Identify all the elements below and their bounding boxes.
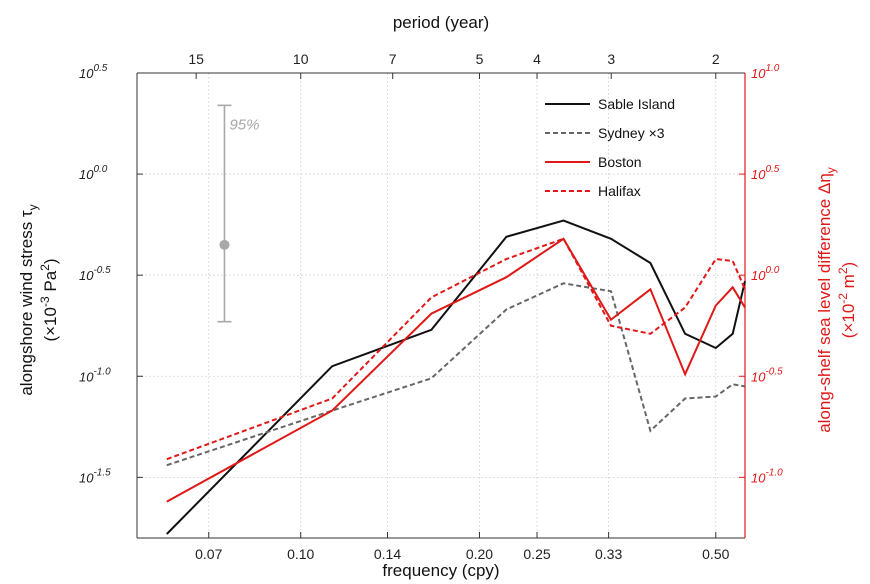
legend-label-0: Sable Island	[598, 96, 675, 112]
y-tick-label-left: 10-1.0	[79, 366, 111, 384]
y-axis-title-left: alongshore wind stress τy	[17, 204, 40, 395]
y-tick-label-right: 100.0	[751, 265, 780, 283]
series-line-2	[166, 237, 746, 503]
x-axis-title: frequency (cpy)	[382, 561, 499, 580]
y-tick-label-right: 100.5	[751, 164, 780, 182]
series-lines	[166, 219, 746, 535]
ci-center-point	[219, 239, 230, 250]
y-tick-label-right: 10-1.0	[751, 467, 783, 485]
x-tick-label: 0.33	[595, 546, 622, 562]
y-tick-label-left: 10-1.5	[79, 467, 111, 485]
legend-label-2: Boston	[598, 154, 642, 170]
x2-tick-label: 3	[607, 51, 615, 67]
series-line-0	[166, 219, 746, 535]
x2-tick-label: 7	[389, 51, 397, 67]
y-tick-label-right: 10-0.5	[751, 366, 783, 384]
x-tick-label: 0.50	[702, 546, 729, 562]
y-axis-title-right: along-shelf sea level difference Δηy	[815, 167, 838, 433]
x2-tick-label: 5	[476, 51, 484, 67]
x2-tick-label: 15	[188, 51, 204, 67]
x2-tick-label: 2	[712, 51, 720, 67]
legend-label-3: Halifax	[598, 183, 641, 199]
x2-tick-label: 10	[293, 51, 309, 67]
axes: 0.07 0.10 0.14 0.20 0.25 0.33 0.50 15 10 7 5 4 3 2 100…	[79, 51, 783, 562]
x2-tick-label: 4	[533, 51, 541, 67]
axis-labels: frequency (cpy) period (year) alongshore w…	[17, 13, 858, 580]
x-tick-label: 0.20	[466, 546, 493, 562]
y-axis-units-right: (×10-2 m2)	[836, 262, 858, 338]
series-line-1	[166, 282, 746, 467]
x-tick-label: 0.25	[523, 546, 550, 562]
x2-axis-title: period (year)	[393, 13, 489, 32]
y-axis-units-left: (×10-3 Pa2)	[38, 258, 60, 341]
series-line-3	[166, 237, 746, 461]
confidence-interval: 95%	[217, 104, 259, 323]
y-tick-label-right: 101.0	[751, 63, 780, 81]
y-tick-label-left: 100.0	[79, 164, 108, 182]
legend: Sable Island Sydney ×3 Boston Halifax	[545, 96, 675, 199]
x-tick-label: 0.10	[287, 546, 314, 562]
legend-label-1: Sydney ×3	[598, 125, 665, 141]
x-tick-label: 0.14	[374, 546, 401, 562]
y-tick-label-left: 10-0.5	[79, 265, 111, 283]
ci-label: 95%	[229, 116, 259, 133]
x-tick-label: 0.07	[195, 546, 222, 562]
y-tick-label-left: 100.5	[79, 63, 108, 81]
